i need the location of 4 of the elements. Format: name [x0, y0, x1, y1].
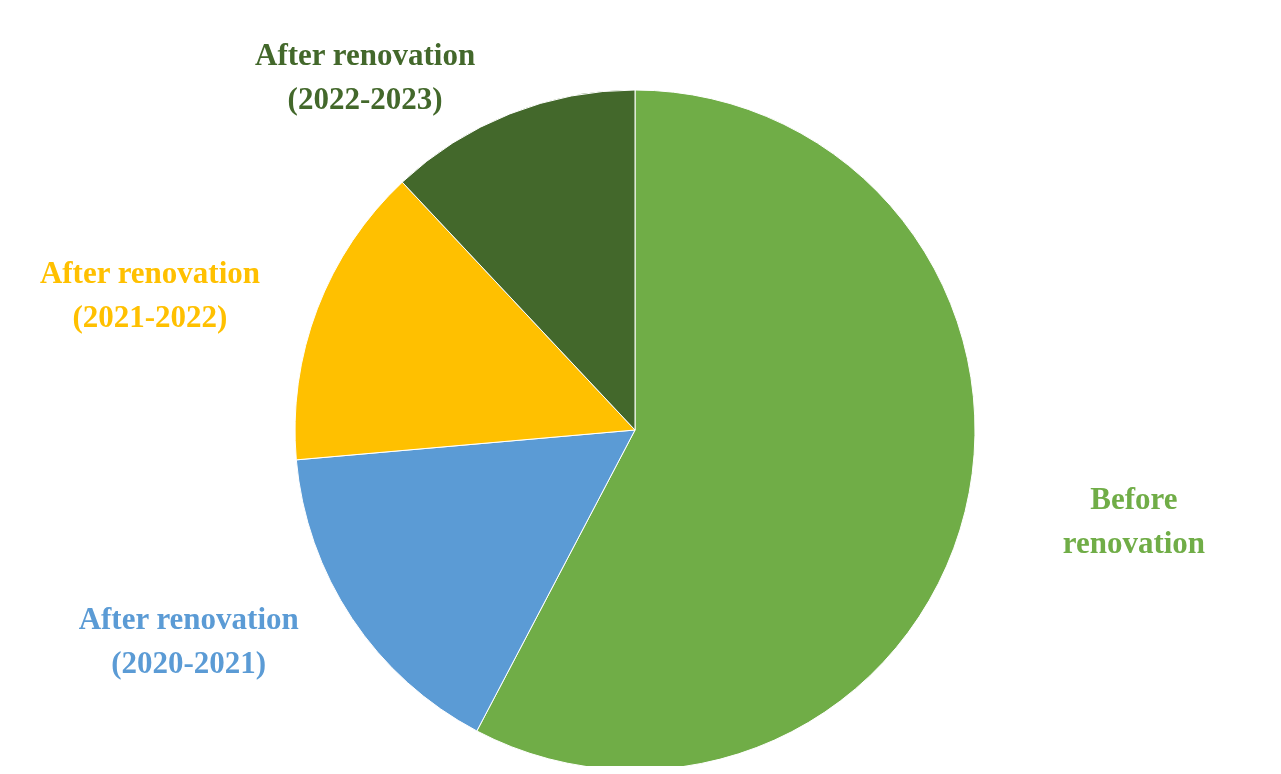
slice-label: After renovation (2020-2021) — [78, 600, 299, 680]
slice-label: After renovation (2022-2023) — [255, 36, 476, 116]
slice-label: Before renovation — [1062, 481, 1206, 561]
slice-label: After renovation (2021-2022) — [39, 254, 261, 334]
